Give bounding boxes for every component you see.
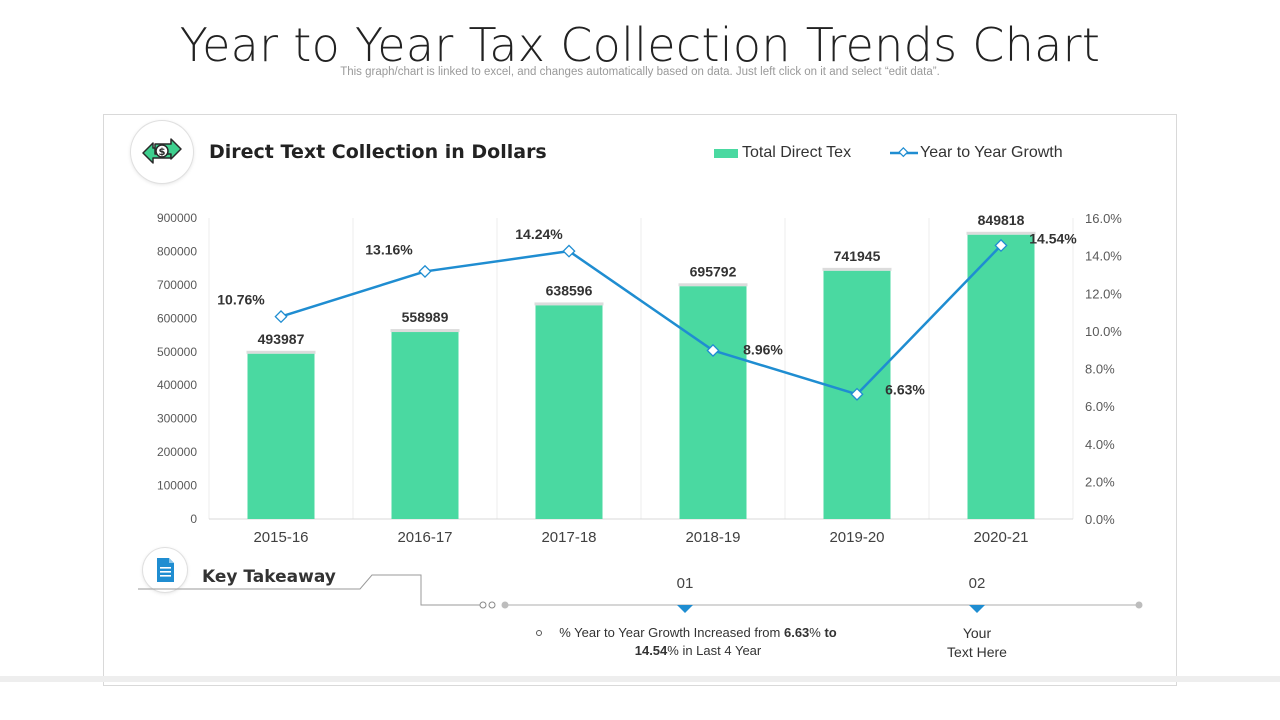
- bar-top-shadow: [390, 329, 460, 333]
- y-left-tick-label: 0: [190, 512, 197, 526]
- legend-item-total-direct-tax: Total Direct Tex: [714, 144, 851, 162]
- growth-point: [850, 387, 864, 401]
- x-tick-label: 2018-19: [685, 529, 740, 546]
- bar-value-label: 558989: [402, 309, 449, 325]
- growth-value-label: 14.54%: [1029, 230, 1077, 246]
- step-1-text-a: % Year to Year Growth Increased from: [559, 625, 784, 640]
- growth-value-label: 6.63%: [885, 381, 925, 397]
- step-1-text-b: %: [809, 625, 825, 640]
- svg-text:$: $: [159, 147, 166, 158]
- y-left-tick-label: 100000: [157, 479, 197, 493]
- bar-value-label: 741945: [834, 248, 881, 264]
- y-left-tick-label: 700000: [157, 278, 197, 292]
- bar-value-label: 849818: [978, 212, 1025, 228]
- bar: [679, 286, 747, 519]
- money-exchange-icon-graphic: $: [142, 138, 182, 164]
- legend-label-line: Year to Year Growth: [920, 144, 1063, 161]
- growth-value-label: 10.76%: [217, 292, 265, 308]
- takeaway-title: Key Takeaway: [202, 567, 336, 587]
- growth-line: [280, 244, 1002, 396]
- step-1-text: % Year to Year Growth Increased from 6.6…: [548, 624, 848, 660]
- x-tick-label: 2016-17: [397, 529, 452, 546]
- step-2-line-1: Your: [962, 625, 992, 641]
- growth-point: [418, 264, 432, 279]
- step-1-text-c: % in Last 4 Year: [667, 643, 762, 658]
- y-left-tick-label: 600000: [157, 311, 197, 325]
- y-right-tick-label: 4.0%: [1085, 437, 1115, 452]
- legend-item-growth: Year to Year Growth: [890, 144, 1063, 162]
- growth-value-label: 14.24%: [515, 226, 563, 242]
- y-left-tick-label: 800000: [157, 244, 197, 258]
- bar-top-shadow: [534, 302, 604, 306]
- growth-point: [274, 310, 288, 324]
- legend-label-bar: Total Direct Tex: [742, 144, 852, 161]
- slide-title: Year to Year Tax Collection Trends Chart: [179, 18, 1101, 72]
- y-right-tick-label: 8.0%: [1085, 362, 1115, 377]
- x-tick-label: 2020-21: [973, 529, 1028, 546]
- y-right-tick-label: 6.0%: [1085, 399, 1115, 414]
- y-left-tick-label: 400000: [157, 378, 197, 392]
- y-right-tick-label: 12.0%: [1085, 286, 1122, 301]
- step-1-number: 01: [676, 575, 694, 592]
- document-icon: [143, 548, 187, 592]
- y-right-tick-label: 10.0%: [1085, 324, 1122, 339]
- step-1-bold-b: to: [824, 625, 837, 640]
- y-right-tick-label: 16.0%: [1085, 211, 1122, 226]
- y-left-tick-label: 500000: [157, 345, 197, 359]
- y-right-tick-label: 14.0%: [1085, 249, 1122, 264]
- step-2-text: Your Text Here: [917, 624, 1037, 662]
- bar: [391, 332, 459, 519]
- growth-point: [562, 244, 576, 258]
- money-exchange-icon: $: [131, 121, 193, 183]
- y-right-tick-label: 0.0%: [1085, 512, 1115, 527]
- y-left-tick-label: 200000: [157, 445, 197, 459]
- bar-value-label: 493987: [258, 331, 305, 347]
- bar: [535, 305, 603, 519]
- step-1-bold-c: 14.54: [634, 643, 668, 658]
- bar: [967, 234, 1035, 520]
- x-tick-label: 2019-20: [829, 529, 884, 546]
- step-2-line-2: Text Here: [947, 644, 1007, 660]
- x-tick-label: 2015-16: [253, 529, 308, 546]
- bar-value-label: 695792: [690, 263, 737, 279]
- y-left-tick-label: 900000: [157, 211, 197, 225]
- y-right-tick-label: 2.0%: [1085, 474, 1115, 489]
- step-1-bold-a: 6.63: [783, 625, 810, 640]
- x-tick-label: 2017-18: [541, 529, 596, 546]
- bar-top-shadow: [678, 283, 748, 287]
- bottom-strip: [0, 676, 1280, 682]
- growth-value-label: 8.96%: [743, 341, 783, 357]
- growth-point: [706, 343, 720, 358]
- slide-subtitle: This graph/chart is linked to excel, and…: [340, 66, 940, 78]
- bar-top-shadow: [966, 231, 1036, 235]
- bar-top-shadow: [822, 267, 892, 271]
- bar-value-label: 638596: [546, 282, 593, 298]
- bar: [247, 353, 315, 519]
- chart-title: Direct Text Collection in Dollars: [209, 141, 547, 163]
- growth-point: [994, 238, 1008, 253]
- y-left-tick-label: 300000: [157, 412, 197, 426]
- legend-swatch-bar: [714, 148, 738, 158]
- step-2-number: 02: [968, 575, 986, 592]
- bar-top-shadow: [246, 350, 316, 354]
- growth-value-label: 13.16%: [365, 241, 413, 257]
- legend-swatch-line: [890, 147, 918, 158]
- document-icon-graphic: [157, 558, 174, 582]
